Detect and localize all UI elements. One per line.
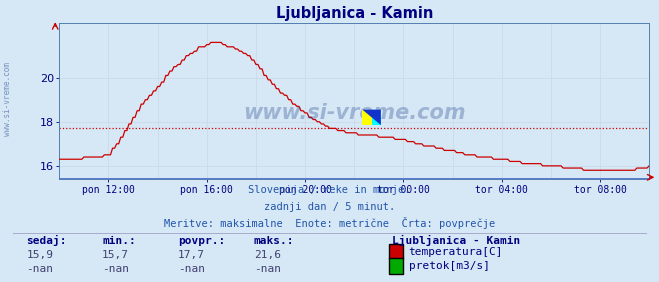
Text: 21,6: 21,6 (254, 250, 281, 260)
Text: -nan: -nan (26, 264, 53, 274)
Text: sedaj:: sedaj: (26, 235, 67, 246)
Text: -nan: -nan (102, 264, 129, 274)
Text: pretok[m3/s]: pretok[m3/s] (409, 261, 490, 271)
Text: Slovenija / reke in morje.: Slovenija / reke in morje. (248, 185, 411, 195)
Text: povpr.:: povpr.: (178, 236, 225, 246)
Text: -nan: -nan (254, 264, 281, 274)
Text: 17,7: 17,7 (178, 250, 205, 260)
Text: 15,9: 15,9 (26, 250, 53, 260)
Text: 15,7: 15,7 (102, 250, 129, 260)
Text: -nan: -nan (178, 264, 205, 274)
Text: www.si-vreme.com: www.si-vreme.com (3, 62, 13, 136)
Polygon shape (362, 110, 381, 125)
Bar (372, 110, 381, 125)
Text: zadnji dan / 5 minut.: zadnji dan / 5 minut. (264, 202, 395, 212)
Text: www.si-vreme.com: www.si-vreme.com (243, 103, 465, 123)
Title: Ljubljanica - Kamin: Ljubljanica - Kamin (275, 6, 433, 21)
Text: Ljubljanica - Kamin: Ljubljanica - Kamin (392, 235, 521, 246)
Text: min.:: min.: (102, 236, 136, 246)
Text: maks.:: maks.: (254, 236, 294, 246)
Text: temperatura[C]: temperatura[C] (409, 247, 503, 257)
Text: Meritve: maksimalne  Enote: metrične  Črta: povprečje: Meritve: maksimalne Enote: metrične Črta… (164, 217, 495, 229)
Bar (362, 110, 372, 125)
